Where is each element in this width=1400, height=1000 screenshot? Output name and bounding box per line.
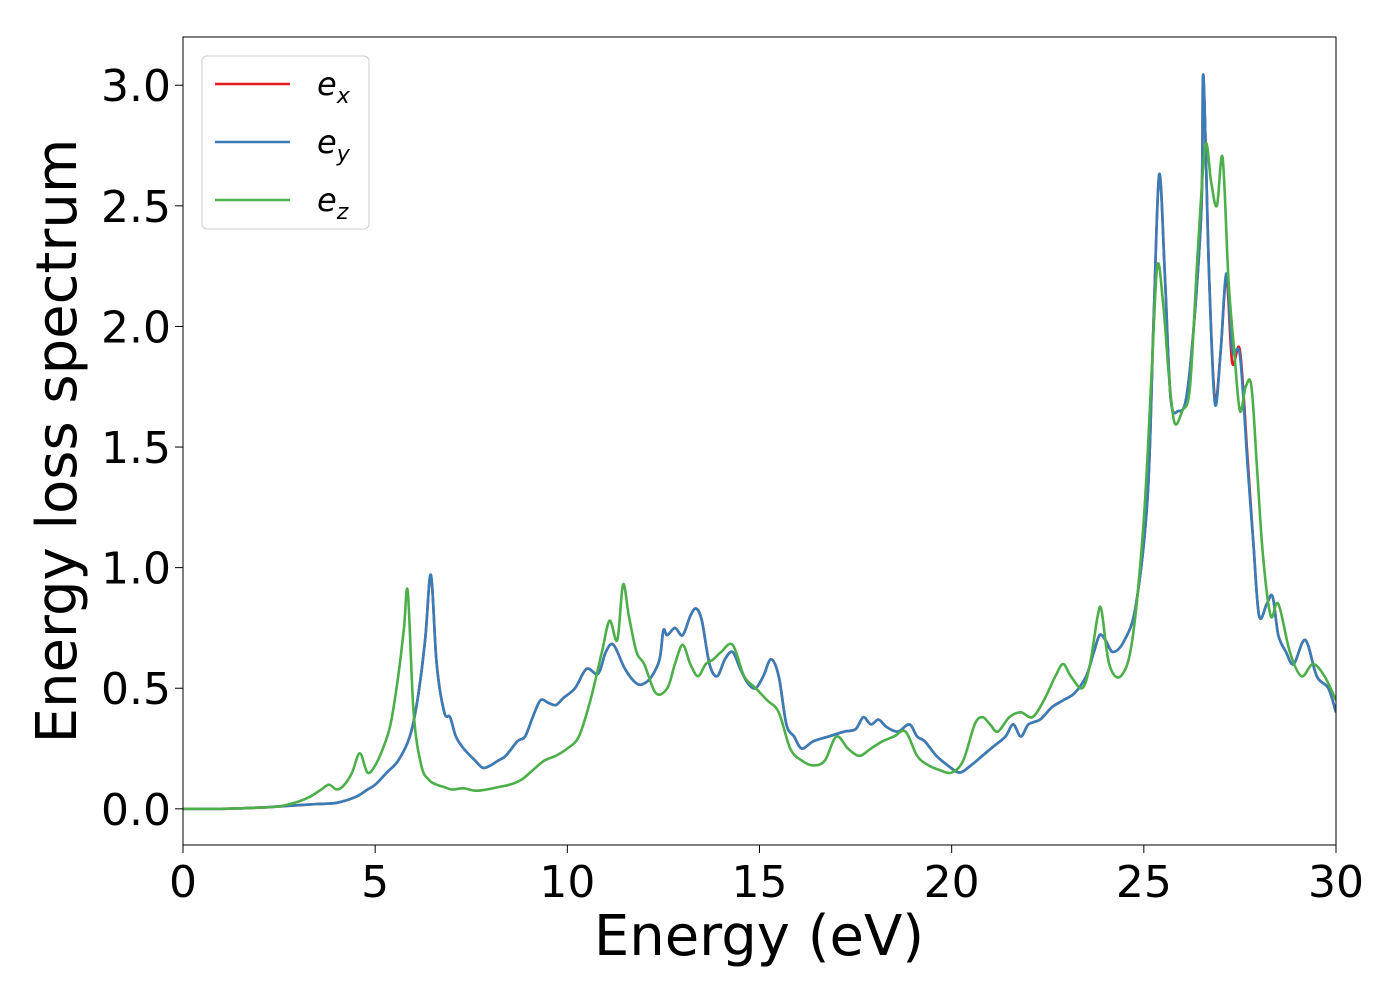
legend-items: ex ey ez [215,65,351,225]
x-tick-label: 5 [361,857,389,908]
legend-label-y: ey [317,123,351,167]
y-tick-label: 2.0 [101,302,171,353]
legend-label-x: ex [317,65,351,109]
y-tick-label: 2.5 [101,182,171,233]
x-axis-title: Energy (eV) [594,904,924,969]
legend: ex ey ez [201,55,370,230]
x-tick-label: 0 [169,857,197,908]
y-tick-label: 3.0 [101,61,171,112]
y-axis: 0.0 0.5 1.0 1.5 2.0 2.5 3.0 [101,61,183,836]
plot-area [183,37,1336,845]
y-tick-label: 1.5 [101,423,171,474]
x-axis: 0 5 10 15 20 25 30 [169,845,1364,908]
x-tick-label: 20 [924,857,980,908]
y-tick-label: 1.0 [101,544,171,595]
y-axis-title: Energy loss spectrum [25,139,90,744]
series-line-z [183,141,1336,811]
x-tick-label: 15 [732,857,788,908]
series-layer [183,73,1336,811]
x-tick-label: 25 [1116,857,1172,908]
y-tick-label: 0.5 [101,664,171,715]
x-tick-label: 10 [539,857,595,908]
x-tick-label: 30 [1308,857,1364,908]
legend-label-z: ez [317,181,349,225]
y-tick-label: 0.0 [101,785,171,836]
